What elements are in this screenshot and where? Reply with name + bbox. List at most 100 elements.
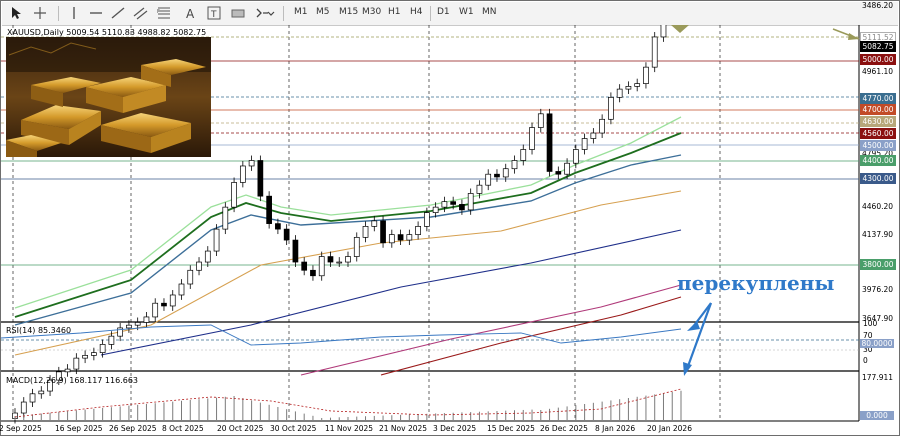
price-level-label: 5000.00 — [860, 54, 896, 65]
candle-body — [345, 256, 351, 263]
candle-body — [643, 66, 649, 84]
candle-body — [231, 182, 237, 208]
candle-body — [459, 204, 465, 211]
candle-body — [380, 220, 386, 244]
timeframe-m1[interactable]: M1 — [294, 7, 308, 17]
channel-icon[interactable] — [132, 5, 148, 21]
rsi-line — [1, 324, 682, 346]
toolbar: F A T M1 M5 M15 M30 H1 H4 D1 W1 MN — [2, 2, 898, 26]
symbol-info: XAUUSD,Daily 5009.54 5110.83 4988.82 508… — [7, 28, 207, 37]
macd-level-label: 0.000 — [860, 411, 894, 420]
candle-body — [537, 113, 544, 128]
fibonacci-icon[interactable]: F — [156, 5, 172, 21]
text-label-icon[interactable]: T — [206, 5, 222, 21]
event-marker[interactable] — [671, 25, 689, 33]
timeframe-d1[interactable]: D1 — [437, 7, 450, 17]
price-level-label: 4300.00 — [860, 173, 896, 184]
date-tick: 26 Sep 2025 — [109, 424, 157, 433]
candle-body — [266, 195, 272, 224]
candle-body — [257, 160, 264, 197]
macd-tick: 177.911 — [862, 373, 894, 382]
candle-body — [476, 184, 483, 194]
vertical-line-icon[interactable] — [66, 5, 82, 21]
candle-body — [82, 355, 88, 359]
gold-bars-image — [6, 37, 211, 157]
rsi-tick: 100 — [863, 319, 878, 328]
text-tool-icon[interactable]: A — [182, 5, 198, 21]
candle-body — [362, 226, 369, 238]
horizontal-line-icon[interactable] — [88, 5, 104, 21]
candle-body — [292, 239, 299, 263]
candle-body — [406, 234, 413, 241]
candle-body — [388, 234, 395, 244]
candle-body — [99, 344, 106, 353]
price-level-label: 4560.00 — [860, 128, 896, 139]
rsi-tick: 70 — [863, 331, 873, 340]
svg-text:T: T — [210, 10, 217, 20]
candle-body — [590, 132, 597, 139]
price-tick: 3976.20 — [862, 285, 894, 294]
candle-body — [117, 327, 124, 337]
price-chart[interactable] — [1, 25, 899, 435]
candle-body — [318, 256, 325, 277]
timeframe-mn[interactable]: MN — [482, 7, 497, 17]
candle-body — [397, 234, 404, 241]
candle-body — [204, 250, 211, 263]
price-tick: 4460.20 — [862, 202, 894, 211]
timeframe-h4[interactable]: H4 — [410, 7, 423, 17]
candle-body — [161, 302, 167, 307]
candle-body — [494, 173, 500, 178]
candle-body — [599, 118, 605, 134]
timeframe-m5[interactable]: M5 — [316, 7, 330, 17]
candle-body — [310, 269, 316, 277]
candle-body — [301, 261, 308, 271]
candle-body — [441, 201, 448, 208]
chevron-down-icon[interactable] — [266, 5, 276, 21]
price-tick: 3647.90 — [862, 314, 894, 323]
timeframe-w1[interactable]: W1 — [459, 7, 474, 17]
toolbar-separator — [430, 6, 431, 21]
arrows-icon[interactable] — [254, 5, 270, 21]
candle-body — [520, 149, 527, 161]
candle-body — [353, 236, 360, 257]
candle-body — [283, 228, 290, 241]
date-tick: 26 Dec 2025 — [540, 424, 588, 433]
macd-pane — [14, 388, 682, 420]
candle-body — [213, 228, 220, 252]
date-tick: 8 Oct 2025 — [162, 424, 204, 433]
rectangle-icon[interactable] — [230, 5, 246, 21]
candle-body — [625, 86, 632, 90]
candle-body — [55, 371, 62, 381]
candle-body — [126, 324, 132, 329]
date-tick: 2 Sep 2025 — [0, 424, 42, 433]
candle-body — [47, 379, 53, 392]
crosshair-icon[interactable] — [32, 5, 48, 21]
candle-body — [651, 36, 658, 68]
price-tick: 4795.20 — [862, 149, 894, 158]
rsi-level-label: 80.0000 — [860, 339, 894, 348]
candle-body — [424, 212, 430, 227]
candle-body — [467, 193, 474, 211]
trendline-icon[interactable] — [110, 5, 126, 21]
rsi-label: RSI(14) 85.3460 — [6, 326, 72, 335]
candle-body — [634, 83, 641, 87]
candle-body — [20, 401, 27, 414]
candle-body — [222, 206, 229, 230]
candle-body — [371, 220, 378, 227]
date-tick: 21 Nov 2025 — [379, 424, 428, 433]
toolbar-separator — [283, 6, 284, 21]
candle-body — [196, 261, 202, 271]
candle-body — [511, 160, 518, 170]
candle-body — [529, 127, 535, 150]
timeframe-m15[interactable]: M15 — [339, 7, 359, 17]
timeframe-h1[interactable]: H1 — [388, 7, 401, 17]
candle-body — [502, 168, 509, 178]
timeframe-m30[interactable]: M30 — [362, 7, 382, 17]
price-level-label: 4400.00 — [860, 155, 896, 166]
cursor-arrow-icon[interactable] — [8, 5, 24, 21]
candle-body — [73, 357, 80, 370]
price-tick: 4137.90 — [862, 230, 894, 239]
price-level-label: 3800.00 — [860, 259, 896, 270]
svg-text:F: F — [157, 9, 160, 15]
macd-signal — [14, 388, 682, 418]
